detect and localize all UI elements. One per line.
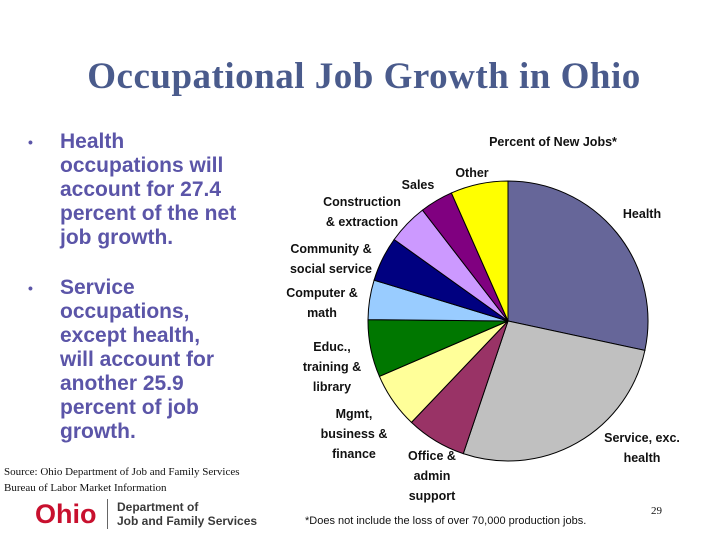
pie-slice xyxy=(462,320,646,462)
slice-label-line: Computer & xyxy=(286,286,358,300)
slide-title: Occupational Job Growth in Ohio xyxy=(87,56,641,97)
footnote: *Does not include the loss of over 70,00… xyxy=(305,515,587,527)
odjfs-logo: Ohio Department of Job and Family Servic… xyxy=(35,497,275,531)
logo-dept-line: Job and Family Services xyxy=(117,514,258,528)
slice-label-line: admin xyxy=(414,469,451,483)
slice-label-line: Service, exc. xyxy=(604,431,680,445)
bullet-line: Service xyxy=(60,276,135,299)
slice-label-line: finance xyxy=(332,447,376,461)
slice-label-line: Mgmt, xyxy=(336,407,373,421)
pie-labels: Health Service, exc. health Office & admin su… xyxy=(286,166,680,503)
page-number: 29 xyxy=(651,505,662,517)
bullet-line: percent of the net xyxy=(60,202,237,225)
logo-divider xyxy=(107,499,108,529)
slice-label-line: Educ., xyxy=(313,340,351,354)
slice-label: Mgmt, business & finance xyxy=(321,407,388,461)
slice-label-line: social service xyxy=(290,262,372,276)
bullet-line: will account for xyxy=(60,348,215,371)
logo-department: Department of Job and Family Services xyxy=(117,500,257,528)
chart-title: Percent of New Jobs* xyxy=(489,135,617,149)
bullet-line: except health, xyxy=(60,324,201,347)
slice-label-line: Health xyxy=(623,207,661,221)
bullet-line: account for 27.4 xyxy=(60,178,222,201)
bullet-line: growth. xyxy=(60,420,136,443)
slice-label-line: & extraction xyxy=(326,215,398,229)
slice-label: Educ., training & library xyxy=(303,340,361,394)
bullet-line: occupations, xyxy=(60,300,190,323)
slice-label: Community & social service xyxy=(290,242,372,276)
slice-label-line: support xyxy=(409,489,456,503)
slice-label-line: business & xyxy=(321,427,388,441)
slice-label-line: math xyxy=(307,306,337,320)
bullet-line: occupations will xyxy=(60,154,224,177)
bullet-marker: • xyxy=(28,280,33,296)
source-line: Bureau of Labor Market Information xyxy=(4,482,167,494)
slice-label: Office & admin support xyxy=(408,449,456,503)
slice-label-line: library xyxy=(313,380,351,394)
source-line: Source: Ohio Department of Job and Famil… xyxy=(4,466,240,478)
bullet-line: Health xyxy=(60,130,125,153)
slice-label: Construction & extraction xyxy=(323,195,401,229)
slice-label-line: Office & xyxy=(408,449,456,463)
slice-label: Computer & math xyxy=(286,286,358,320)
slice-label-line: training & xyxy=(303,360,361,374)
bullet-line: another 25.9 xyxy=(60,372,184,395)
slice-label-line: Other xyxy=(455,166,488,180)
slice-label: Health xyxy=(623,207,661,221)
slice-label-line: Sales xyxy=(402,178,435,192)
bullet-line: job growth. xyxy=(60,226,174,249)
slice-label-line: health xyxy=(624,451,661,465)
slice-label: Other xyxy=(455,166,488,180)
logo-dept-line: Department of xyxy=(117,500,199,514)
bullet-marker: • xyxy=(28,134,33,150)
pie-slice xyxy=(507,180,649,351)
bullet-list: • Health occupations will account for 27… xyxy=(28,130,288,470)
slice-label: Service, exc. health xyxy=(604,431,680,465)
slice-label-line: Construction xyxy=(323,195,401,209)
bullet-service: • Service occupations, except health, wi… xyxy=(28,276,288,444)
ohio-wordmark: Ohio xyxy=(35,499,97,529)
pie-slices xyxy=(367,180,649,462)
slice-label-line: Community & xyxy=(290,242,371,256)
bullet-health: • Health occupations will account for 27… xyxy=(28,130,288,250)
pie-slice xyxy=(450,180,509,322)
slice-label: Sales xyxy=(402,178,435,192)
bullet-line: percent of job xyxy=(60,396,199,419)
source-note: Source: Ohio Department of Job and Famil… xyxy=(4,464,240,496)
